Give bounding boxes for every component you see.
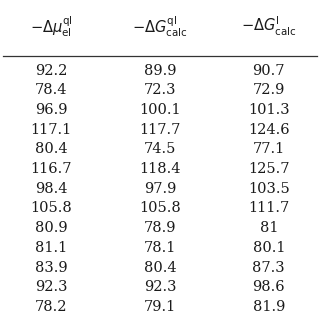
- Text: 80.1: 80.1: [252, 241, 285, 255]
- Text: 81.1: 81.1: [35, 241, 67, 255]
- Text: $-\Delta\mu_{\mathrm{el}}^{\mathrm{ql}}$: $-\Delta\mu_{\mathrm{el}}^{\mathrm{ql}}$: [30, 14, 73, 39]
- Text: 81.9: 81.9: [252, 300, 285, 314]
- Text: 116.7: 116.7: [30, 162, 72, 176]
- Text: 74.5: 74.5: [144, 142, 176, 156]
- Text: 117.7: 117.7: [139, 123, 181, 137]
- Text: 98.6: 98.6: [252, 280, 285, 294]
- Text: 80.4: 80.4: [35, 142, 68, 156]
- Text: $-\Delta G_{\mathrm{calc}}^{\mathrm{l}}$: $-\Delta G_{\mathrm{calc}}^{\mathrm{l}}$: [241, 14, 297, 38]
- Text: 92.2: 92.2: [35, 64, 68, 78]
- Text: 117.1: 117.1: [31, 123, 72, 137]
- Text: 78.4: 78.4: [35, 83, 68, 97]
- Text: 103.5: 103.5: [248, 182, 290, 196]
- Text: 79.1: 79.1: [144, 300, 176, 314]
- Text: 83.9: 83.9: [35, 260, 68, 275]
- Text: 92.3: 92.3: [35, 280, 68, 294]
- Text: $-\Delta G_{\mathrm{calc}}^{\mathrm{ql}}$: $-\Delta G_{\mathrm{calc}}^{\mathrm{ql}}…: [132, 14, 188, 39]
- Text: 111.7: 111.7: [248, 202, 289, 215]
- Text: 118.4: 118.4: [139, 162, 181, 176]
- Text: 98.4: 98.4: [35, 182, 68, 196]
- Text: 97.9: 97.9: [144, 182, 176, 196]
- Text: 105.8: 105.8: [30, 202, 72, 215]
- Text: 100.1: 100.1: [139, 103, 181, 117]
- Text: 89.9: 89.9: [144, 64, 176, 78]
- Text: 72.9: 72.9: [252, 83, 285, 97]
- Text: 92.3: 92.3: [144, 280, 176, 294]
- Text: 124.6: 124.6: [248, 123, 290, 137]
- Text: 78.2: 78.2: [35, 300, 68, 314]
- Text: 81: 81: [260, 221, 278, 235]
- Text: 87.3: 87.3: [252, 260, 285, 275]
- Text: 105.8: 105.8: [139, 202, 181, 215]
- Text: 78.1: 78.1: [144, 241, 176, 255]
- Text: 80.9: 80.9: [35, 221, 68, 235]
- Text: 72.3: 72.3: [144, 83, 176, 97]
- Text: 78.9: 78.9: [144, 221, 176, 235]
- Text: 125.7: 125.7: [248, 162, 290, 176]
- Text: 77.1: 77.1: [253, 142, 285, 156]
- Text: 80.4: 80.4: [144, 260, 176, 275]
- Text: 90.7: 90.7: [252, 64, 285, 78]
- Text: 101.3: 101.3: [248, 103, 290, 117]
- Text: 96.9: 96.9: [35, 103, 68, 117]
